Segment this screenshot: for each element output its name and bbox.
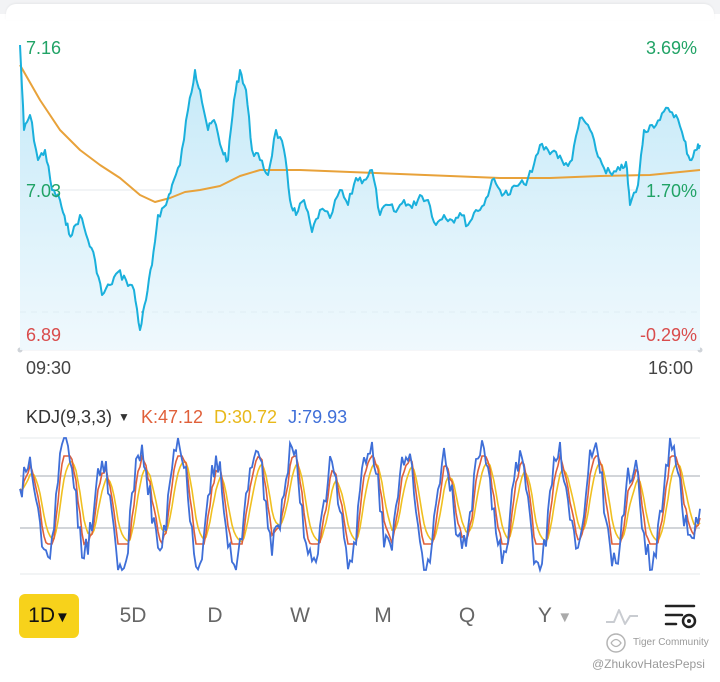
price-area-fill: [20, 45, 700, 350]
kdj-j-value: J:79.93: [288, 407, 348, 427]
period-selector: 1D▼ 5D D W M Q Y ▼: [0, 594, 720, 638]
line-chart-icon[interactable]: [604, 602, 640, 630]
kdj-name: KDJ(9,3,3): [26, 407, 113, 427]
period-y-button[interactable]: Y ▼: [525, 594, 585, 638]
pct-low-label: -0.29%: [639, 325, 697, 345]
kdj-k-value: K:47.12: [140, 407, 203, 427]
average-price-line: [19, 64, 701, 203]
intraday-price-chart[interactable]: [0, 0, 720, 382]
period-1d-label: 1D: [28, 604, 55, 627]
watermark-brand: Tiger Community: [633, 637, 709, 648]
price-mid-label: 7.03: [26, 181, 62, 201]
price-line: [19, 44, 701, 331]
period-5d-button[interactable]: 5D: [119, 604, 147, 627]
dropdown-caret-icon[interactable]: ▼: [118, 410, 130, 424]
period-d-button[interactable]: D: [207, 604, 223, 627]
watermark-handle: @ZhukovHatesPepsi: [592, 657, 705, 671]
period-q-button[interactable]: Q: [458, 604, 476, 627]
caret-down-icon: ▼: [55, 609, 70, 626]
price-high-label: 7.16: [26, 38, 62, 58]
period-1d-button[interactable]: 1D▼: [19, 594, 79, 638]
caret-down-icon: ▼: [557, 609, 573, 626]
kdj-d-line: [19, 460, 701, 543]
kdj-k-line: [19, 452, 701, 547]
kdj-d-value: D:30.72: [214, 407, 278, 427]
period-w-button[interactable]: W: [290, 604, 310, 627]
tiger-logo-icon: [606, 633, 626, 653]
period-m-button[interactable]: M: [374, 604, 392, 627]
pct-mid-label: 1.70%: [645, 181, 697, 201]
price-low-label: 6.89: [26, 325, 62, 345]
kdj-indicator-header[interactable]: KDJ(9,3,3) ▼ K:47.12 D:30.72 J:79.93: [26, 407, 353, 428]
top-strip: [0, 0, 720, 20]
chart-settings-icon[interactable]: [664, 602, 698, 632]
time-start-label: 09:30: [26, 358, 72, 378]
period-y-label: Y: [537, 604, 552, 627]
pct-high-label: 3.69%: [645, 38, 697, 58]
kdj-j-line: [19, 437, 701, 574]
time-end-label: 16:00: [647, 358, 693, 378]
